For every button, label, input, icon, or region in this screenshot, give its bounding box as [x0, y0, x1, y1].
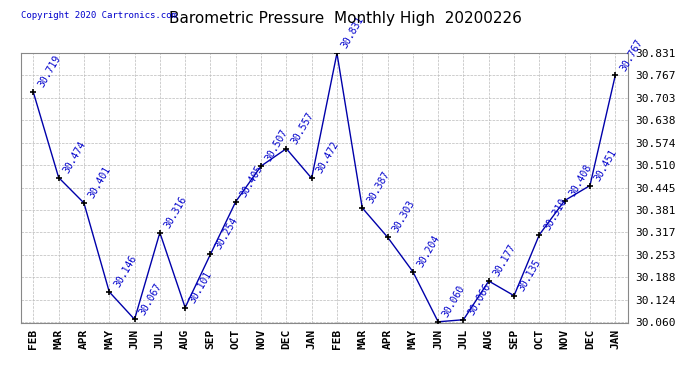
Text: 30.387: 30.387	[365, 170, 391, 205]
Text: 30.557: 30.557	[289, 110, 315, 146]
Text: 30.310: 30.310	[542, 196, 569, 232]
Text: 30.405: 30.405	[239, 163, 265, 199]
Text: 30.066: 30.066	[466, 281, 493, 317]
Text: 30.401: 30.401	[87, 165, 113, 200]
Text: 30.135: 30.135	[517, 257, 543, 293]
Text: 30.177: 30.177	[491, 243, 518, 278]
Text: 30.474: 30.474	[61, 139, 88, 175]
Text: 30.507: 30.507	[264, 128, 290, 163]
Text: Barometric Pressure  Monthly High  20200226: Barometric Pressure Monthly High 2020022…	[168, 11, 522, 26]
Text: 30.316: 30.316	[163, 194, 189, 230]
Text: 30.204: 30.204	[415, 233, 442, 269]
Text: 30.472: 30.472	[315, 140, 341, 176]
Text: 30.451: 30.451	[593, 147, 619, 183]
Text: 30.408: 30.408	[567, 162, 593, 198]
Text: 30.060: 30.060	[441, 284, 467, 319]
Text: Copyright 2020 Cartronics.com: Copyright 2020 Cartronics.com	[21, 11, 177, 20]
Text: 30.719: 30.719	[36, 54, 62, 90]
Text: 30.254: 30.254	[213, 216, 239, 252]
Text: 30.303: 30.303	[391, 199, 417, 234]
Text: 30.101: 30.101	[188, 269, 214, 305]
Text: 30.831: 30.831	[339, 15, 366, 50]
Text: 30.146: 30.146	[112, 254, 138, 289]
Text: Pressure  (Inches/Hg): Pressure (Inches/Hg)	[533, 25, 664, 35]
Text: 30.767: 30.767	[618, 37, 644, 73]
Text: 30.067: 30.067	[137, 281, 164, 316]
